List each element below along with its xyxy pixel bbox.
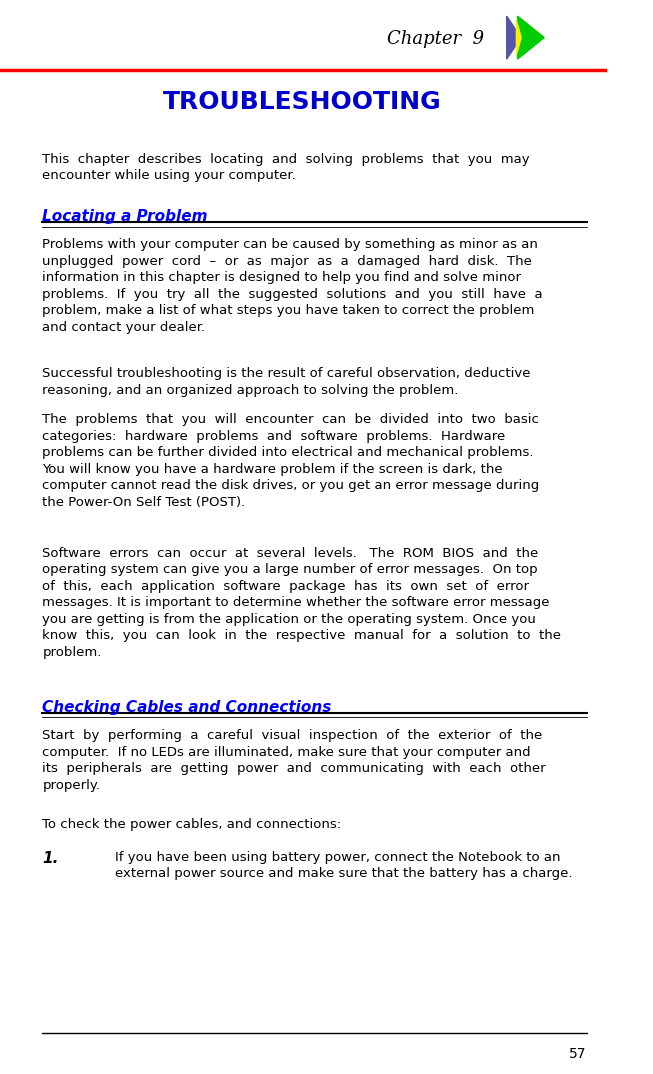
Text: Problems with your computer can be caused by something as minor as an
unplugged : Problems with your computer can be cause… [42, 238, 543, 334]
Text: If you have been using battery power, connect the Notebook to an
external power : If you have been using battery power, co… [115, 851, 573, 880]
Text: 57: 57 [569, 1047, 586, 1061]
Text: Chapter  9: Chapter 9 [387, 30, 484, 47]
Polygon shape [518, 16, 544, 59]
Text: Checking Cables and Connections: Checking Cables and Connections [42, 700, 332, 715]
Text: 1.: 1. [42, 851, 59, 866]
Text: Software  errors  can  occur  at  several  levels.   The  ROM  BIOS  and  the
op: Software errors can occur at several lev… [42, 547, 562, 658]
Polygon shape [507, 16, 521, 59]
Text: To check the power cables, and connections:: To check the power cables, and connectio… [42, 818, 342, 831]
Text: Locating a Problem: Locating a Problem [42, 209, 208, 224]
Polygon shape [517, 20, 521, 55]
Text: This  chapter  describes  locating  and  solving  problems  that  you  may
encou: This chapter describes locating and solv… [42, 153, 530, 182]
Text: The  problems  that  you  will  encounter  can  be  divided  into  two  basic
ca: The problems that you will encounter can… [42, 413, 539, 509]
Text: TROUBLESHOOTING: TROUBLESHOOTING [163, 90, 441, 114]
Text: Start  by  performing  a  careful  visual  inspection  of  the  exterior  of  th: Start by performing a careful visual ins… [42, 729, 546, 792]
Text: Successful troubleshooting is the result of careful observation, deductive
reaso: Successful troubleshooting is the result… [42, 367, 531, 396]
